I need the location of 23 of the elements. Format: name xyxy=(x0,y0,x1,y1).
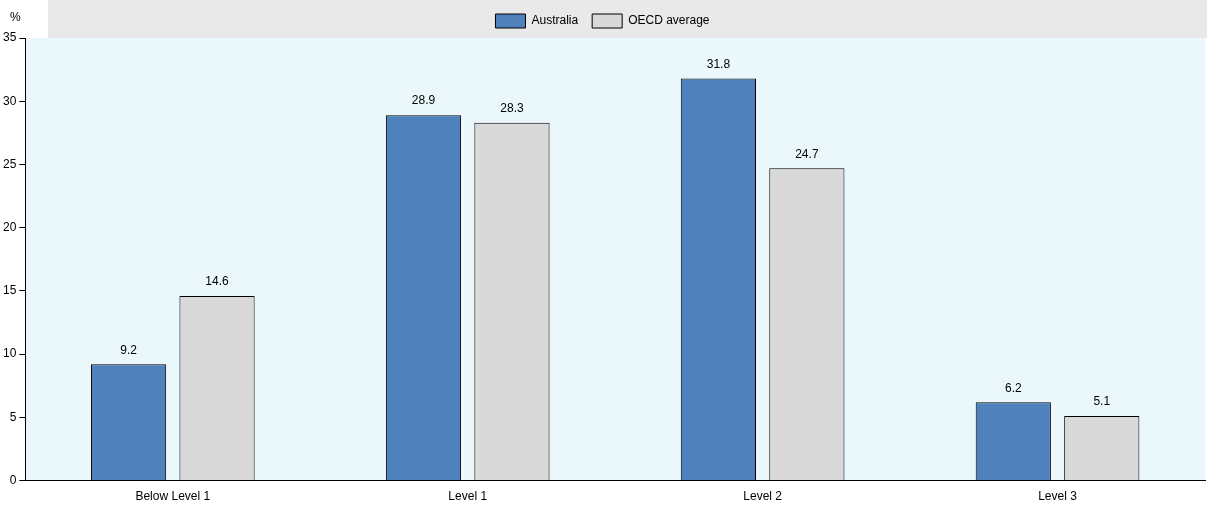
x-tick-label: Level 2 xyxy=(743,489,783,504)
data-label: 14.6 xyxy=(205,274,230,289)
x-tick-label: Below Level 1 xyxy=(135,489,211,504)
data-label: 28.9 xyxy=(411,93,436,108)
legend-label: OECD average xyxy=(628,13,710,28)
y-tick-label: 30 xyxy=(2,93,17,108)
data-label: 5.1 xyxy=(1093,394,1111,409)
y-axis-title: % xyxy=(10,10,21,25)
y-tick-label: 5 xyxy=(9,409,17,424)
data-label: 28.3 xyxy=(500,101,524,116)
y-tick-label: 25 xyxy=(2,156,17,171)
y-tick-label: 0 xyxy=(9,472,17,487)
data-label: 24.7 xyxy=(795,146,819,161)
x-tick-label: Level 1 xyxy=(448,489,488,504)
data-label: 31.8 xyxy=(706,56,731,71)
y-tick-label: 20 xyxy=(2,220,17,234)
x-tick-label: Level 3 xyxy=(1038,489,1078,504)
data-label: 9.2 xyxy=(120,342,138,357)
y-tick-label: 15 xyxy=(2,283,17,298)
data-label: 6.2 xyxy=(1004,380,1022,395)
y-tick-label: 10 xyxy=(2,346,17,361)
legend-label: Australia xyxy=(531,13,579,28)
y-tick-label: 35 xyxy=(2,30,17,45)
